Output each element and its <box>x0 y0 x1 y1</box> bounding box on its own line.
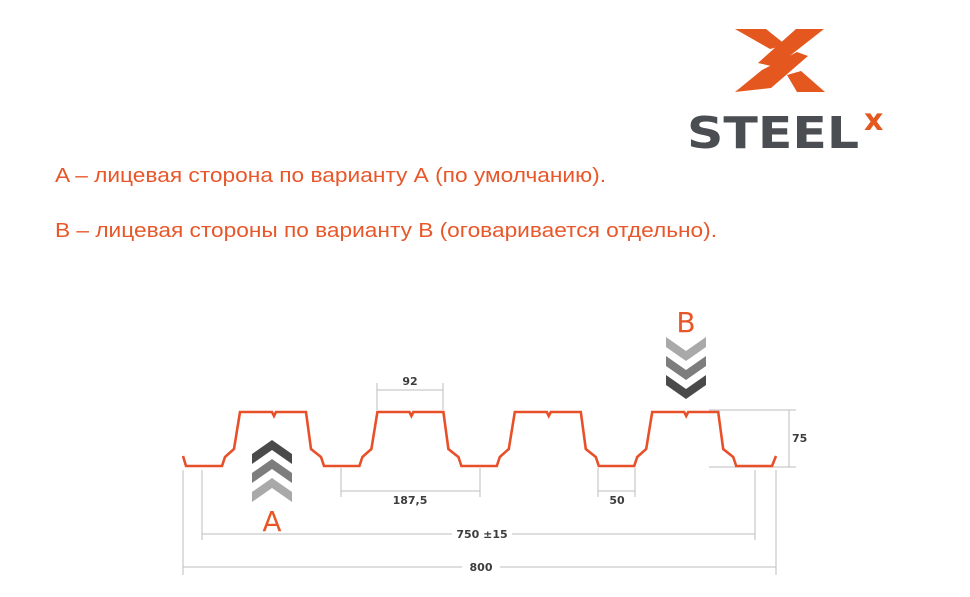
chevron <box>252 459 292 483</box>
side-b-chevrons-icon <box>666 337 706 399</box>
side-b-label: B <box>676 306 695 339</box>
chevron <box>252 440 292 464</box>
logo-superscript: x <box>864 103 883 138</box>
dim-rib-top-width: 92 <box>402 375 417 388</box>
logo-x-mark <box>735 29 825 92</box>
steelx-logo: STEEL x <box>687 29 883 159</box>
chevron <box>666 337 706 361</box>
chevron <box>666 375 706 399</box>
dim-trough-width: 50 <box>609 494 625 507</box>
chevron <box>252 478 292 502</box>
description-side-b: B – лицевая стороны по варианту В (огова… <box>55 220 717 242</box>
dim-effective-width: 750 ±15 <box>456 528 507 541</box>
side-a-chevrons-icon <box>252 440 292 502</box>
dim-total-width: 800 <box>470 561 493 574</box>
chevron <box>666 356 706 380</box>
logo-text: STEEL <box>687 108 859 159</box>
dim-height: 75 <box>792 432 807 445</box>
dimension-lines <box>182 383 796 575</box>
dim-pitch: 187,5 <box>393 494 428 507</box>
trapezoidal-sheet-profile <box>181 410 778 468</box>
side-a-label: A <box>262 505 281 538</box>
description-side-a: A – лицевая сторона по варианту А (по ум… <box>55 165 606 187</box>
